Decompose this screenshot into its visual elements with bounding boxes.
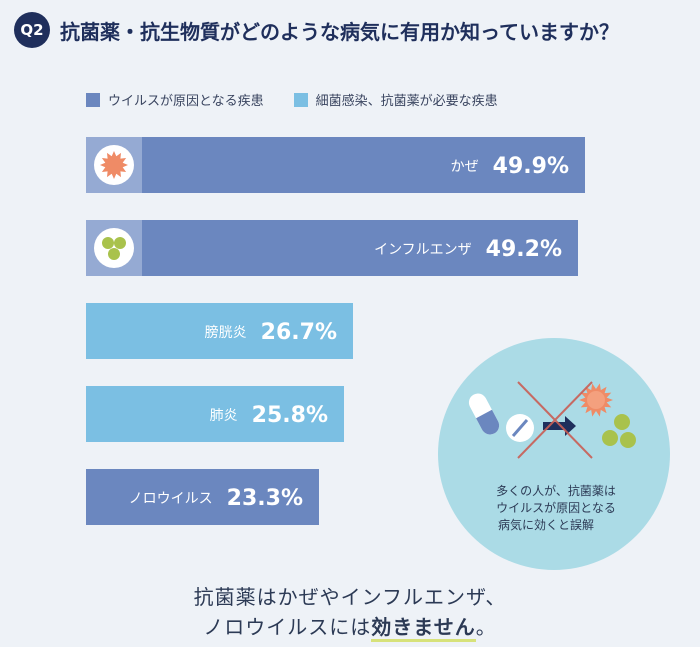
- bar-category-label-2: 膀胱炎: [205, 324, 247, 341]
- footer-line-1: 抗菌薬はかぜやインフルエンザ、: [193, 585, 507, 609]
- bar-value-label-3: 25.8%: [252, 403, 328, 428]
- bar-4: [86, 469, 319, 525]
- callout-line-3: 病気に効くと誤解: [498, 517, 594, 532]
- bacteria-dot-icon-0: [102, 237, 114, 249]
- legend-label-bacteria: 細菌感染、抗菌薬が必要な疾患: [315, 94, 498, 109]
- legend-swatch-bacteria: [293, 92, 308, 107]
- footer-message: 抗菌薬はかぜやインフルエンザ、 ノロウイルスには効きません。: [0, 582, 700, 642]
- question-title: 抗菌薬・抗生物質がどのような病気に有用か知っていますか？: [60, 19, 619, 44]
- capsule-icon: [468, 393, 500, 435]
- bars-group: 49.9% かぜ 49.2% インフルエンザ 26.7% 膀胱炎 25.8% 肺炎 23.3% ノ…: [86, 137, 585, 525]
- footer-line-2-pre: ノロウイルスには: [203, 615, 372, 639]
- bar-3: [86, 386, 344, 442]
- footer-line-2: ノロウイルスには効きません。: [0, 612, 700, 642]
- callout-line-2: ウイルスが原因となる: [496, 500, 616, 515]
- callout-line-1: 多くの人が、抗菌薬は: [496, 483, 616, 498]
- tablet-icon: [506, 414, 534, 442]
- bar-value-label-4: 23.3%: [227, 486, 303, 511]
- misconception-callout: 多くの人が、抗菌薬は ウイルスが原因となる 病気に効くと誤解: [438, 338, 670, 570]
- bar-2: [86, 303, 353, 359]
- bar-category-label-3: 肺炎: [210, 408, 238, 424]
- bar-category-label-1: インフルエンザ: [374, 242, 472, 258]
- footer-line-2-post: 。: [475, 615, 497, 639]
- question-header: Q2 抗菌薬・抗生物質がどのような病気に有用か知っていますか？: [14, 12, 619, 48]
- legend-item-virus: ウイルスが原因となる疾患: [86, 90, 264, 109]
- legend-swatch-virus: [86, 92, 100, 107]
- bar-value-label-0: 49.9%: [493, 154, 569, 179]
- legend: ウイルスが原因となる疾患 細菌感染、抗菌薬が必要な疾患: [86, 90, 528, 109]
- cross-mark-icon: [517, 381, 593, 459]
- virus-spikes-icon: [100, 151, 128, 179]
- bar-value-label-1: 49.2%: [486, 237, 562, 262]
- footer-emphasis: 効きません: [371, 615, 476, 642]
- bar-1: [86, 220, 578, 276]
- question-badge: Q2: [14, 12, 50, 48]
- bar-value-label-2: 26.7%: [261, 320, 337, 345]
- bacteria-icon: [602, 414, 636, 448]
- bar-category-label-4: ノロウイルス: [129, 491, 213, 507]
- legend-label-virus: ウイルスが原因となる疾患: [108, 94, 264, 109]
- bar-category-label-0: かぜ: [451, 159, 479, 175]
- callout-circle: [438, 338, 670, 570]
- bacteria-dot-icon-2: [108, 248, 120, 260]
- legend-item-bacteria: 細菌感染、抗菌薬が必要な疾患: [293, 90, 498, 109]
- virus-icon: [579, 383, 613, 417]
- bacteria-dot-icon-1: [114, 237, 126, 249]
- bar-0: [86, 137, 585, 193]
